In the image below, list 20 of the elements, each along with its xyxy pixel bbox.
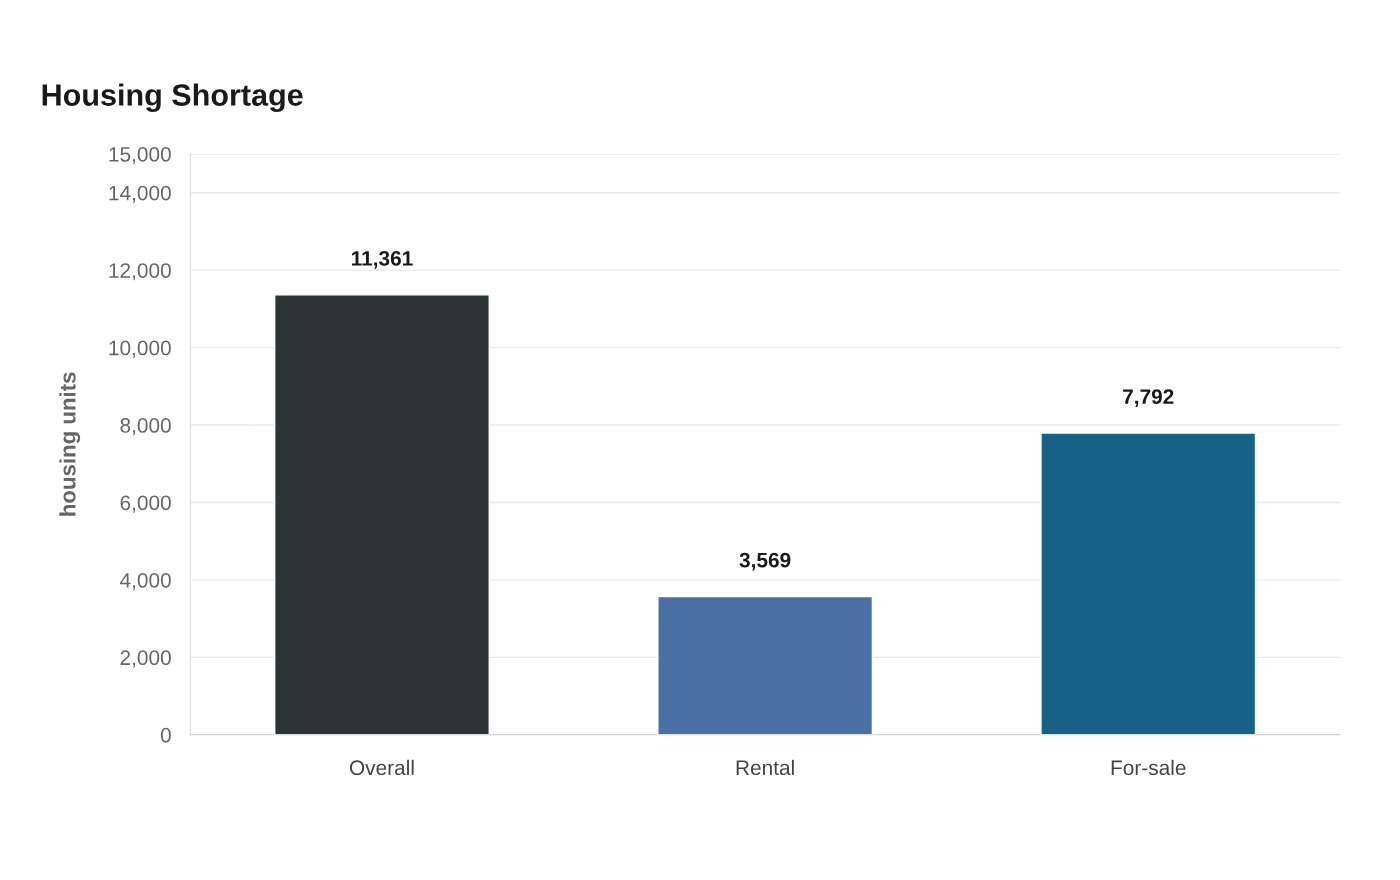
y-tick-label: 6,000 <box>120 495 171 513</box>
y-tick-label: 10,000 <box>109 340 171 358</box>
bar <box>1040 432 1257 735</box>
y-axis-title: housing units <box>59 372 81 516</box>
y-tick-label: 15,000 <box>109 147 171 165</box>
y-tick-label: 4,000 <box>120 572 171 591</box>
y-tick-label: 2,000 <box>120 650 171 668</box>
y-tick-label: 0 <box>160 727 171 743</box>
data-label: 3,569 <box>739 552 791 571</box>
y-tick-label: 14,000 <box>109 185 171 203</box>
data-label: 11,361 <box>351 251 413 269</box>
x-tick-label: Overall <box>349 759 414 776</box>
x-tick-label: For-sale <box>1111 759 1186 776</box>
chart-title: Housing Shortage <box>42 83 303 113</box>
bar <box>657 595 874 735</box>
data-label: 7,792 <box>1123 389 1174 407</box>
bar <box>273 294 490 735</box>
x-tick-label: Rental <box>736 759 794 776</box>
y-tick-label: 12,000 <box>109 263 171 281</box>
y-tick-label: 8,000 <box>120 418 171 436</box>
